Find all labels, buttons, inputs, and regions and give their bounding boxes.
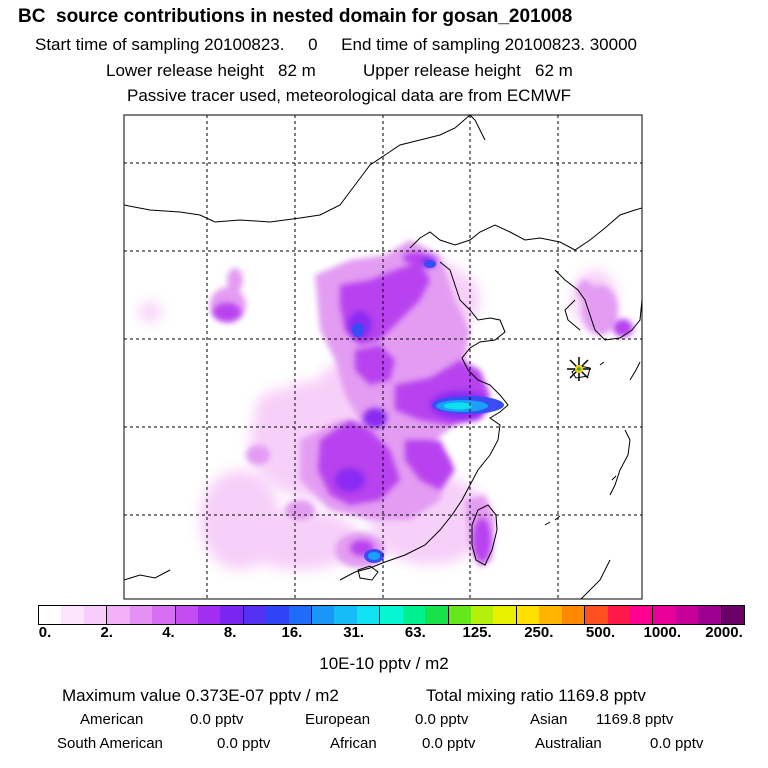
color-scale-tick-label: 8.: [223, 624, 237, 641]
color-scale-cell: [174, 606, 198, 624]
contribution-value-european: 0.0 pptv: [415, 711, 469, 728]
color-scale-cell: [698, 606, 721, 624]
color-scale-cell: [629, 606, 653, 624]
color-scale-tick-label: 1000.: [643, 624, 682, 641]
color-scale-tick-label: 250.: [524, 624, 554, 641]
contribution-region-australian: Australian: [535, 735, 602, 752]
contribution-region-american: American: [80, 711, 144, 728]
color-scale-cell: [493, 606, 516, 624]
concentration-map: [123, 114, 643, 600]
color-scale-cell: [129, 606, 153, 624]
release-height-line: Lower release height 82 m Upper release …: [106, 61, 573, 80]
color-scale-cell: [311, 606, 335, 624]
color-scale-cell: [83, 606, 107, 624]
color-scale-cell: [266, 606, 289, 624]
color-scale-cell: [197, 606, 221, 624]
total-mixing-ratio-label: Total mixing ratio 1169.8 pptv: [426, 686, 646, 705]
map-title: BC source contributions in nested domain…: [18, 6, 573, 27]
color-scale-tick-label: 2.: [100, 624, 113, 641]
sampling-time-line: Start time of sampling 20100823. 0 End t…: [35, 35, 637, 54]
color-scale-tick-label: 63.: [404, 624, 426, 641]
color-scale-cell: [584, 606, 608, 624]
contribution-region-european: European: [305, 711, 371, 728]
color-scale-tick-label: 16.: [281, 624, 303, 641]
color-scale-cell: [471, 606, 494, 624]
color-scale-cell: [539, 606, 562, 624]
maximum-value-label: Maximum value 0.373E-07 pptv / m2: [62, 686, 339, 705]
color-scale-tick-label: 500.: [585, 624, 616, 641]
color-scale-tick-label: 0.: [38, 624, 52, 641]
color-scale-cell: [61, 606, 84, 624]
color-scale-cell: [334, 606, 357, 624]
color-scale-tick-label: 2000.: [705, 624, 743, 641]
contribution-value-australian: 0.0 pptv: [650, 735, 704, 752]
color-scale-cell: [379, 606, 403, 624]
color-scale-cell: [720, 606, 745, 624]
contribution-value-south-american: 0.0 pptv: [217, 735, 271, 752]
coastline: [124, 115, 642, 599]
color-scale-cell: [447, 606, 472, 624]
color-scale-cell: [152, 606, 175, 624]
contribution-value-african: 0.0 pptv: [422, 735, 476, 752]
color-scale-cell: [652, 606, 676, 624]
color-scale-cell: [425, 606, 448, 624]
color-scale-cell: [356, 606, 380, 624]
contribution-value-american: 0.0 pptv: [190, 711, 244, 728]
contribution-value-asian: 1169.8 pptv: [596, 711, 674, 728]
color-scale-cell: [220, 606, 243, 624]
gosan-station-star-icon: [567, 357, 591, 381]
color-scale-cell: [515, 606, 540, 624]
color-scale-cell: [607, 606, 630, 624]
tracer-info-line: Passive tracer used, meteorological data…: [127, 86, 572, 105]
color-scale-bar: [38, 605, 745, 625]
contribution-region-african: African: [330, 735, 377, 752]
color-scale-tick-label: 125.: [462, 624, 492, 641]
map-frame: [123, 114, 643, 600]
color-scale-cell: [288, 606, 312, 624]
color-scale-cell: [675, 606, 699, 624]
color-scale-unit: 10E-10 pptv / m2: [319, 654, 449, 673]
contribution-region-asian: Asian: [530, 711, 568, 728]
color-scale-cell: [39, 606, 62, 624]
color-scale-cell: [561, 606, 585, 624]
color-scale-cell: [402, 606, 426, 624]
plume-layer: [138, 240, 633, 570]
color-scale-cell: [106, 606, 130, 624]
color-scale-tick-label: 4.: [162, 624, 175, 641]
color-scale-cell: [242, 606, 267, 624]
color-scale-tick-label: 31.: [343, 624, 365, 641]
contribution-region-south-american: South American: [57, 735, 163, 752]
lat-lon-grid: [124, 115, 642, 599]
